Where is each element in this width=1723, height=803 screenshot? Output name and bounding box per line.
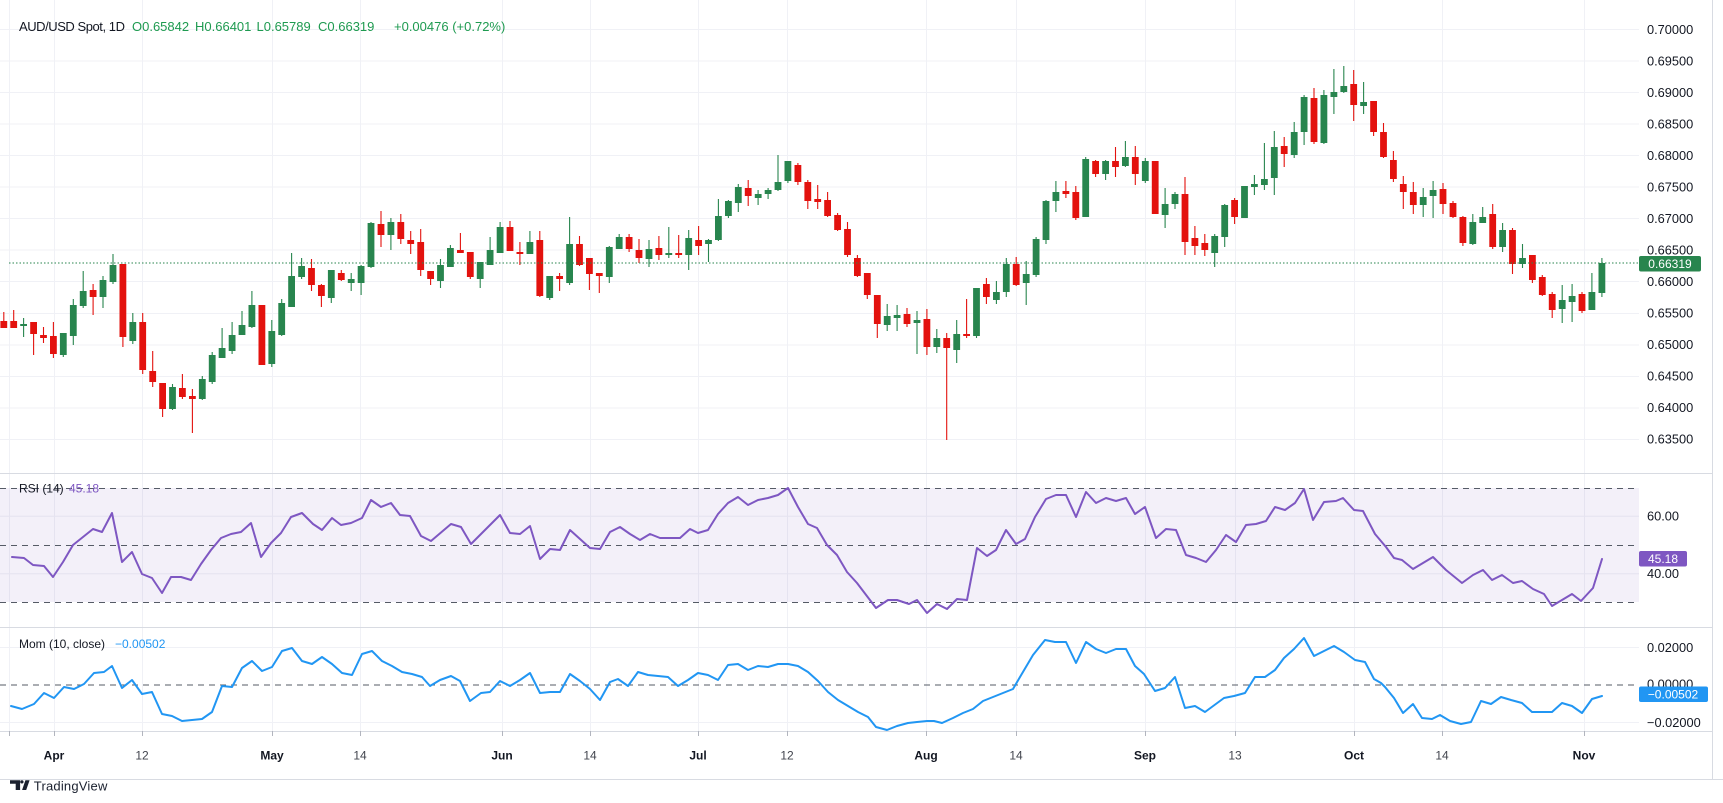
- svg-text:0.68500: 0.68500: [1647, 116, 1693, 131]
- svg-text:0.63500: 0.63500: [1647, 432, 1693, 447]
- svg-text:Jul: Jul: [689, 749, 706, 763]
- svg-text:Mom (10, close): Mom (10, close): [19, 637, 105, 651]
- svg-text:0.70000: 0.70000: [1647, 22, 1693, 37]
- svg-text:45.18: 45.18: [1648, 552, 1678, 566]
- svg-text:14: 14: [1435, 749, 1449, 763]
- svg-text:14: 14: [583, 749, 597, 763]
- svg-text:13: 13: [1228, 749, 1242, 763]
- svg-text:12: 12: [780, 749, 794, 763]
- svg-text:May: May: [260, 749, 284, 763]
- svg-text:AUD/USD Spot, 1D: AUD/USD Spot, 1D: [19, 19, 125, 34]
- svg-text:C0.66319: C0.66319: [318, 19, 374, 34]
- svg-text:0.67500: 0.67500: [1647, 179, 1693, 194]
- svg-text:0.64000: 0.64000: [1647, 400, 1693, 415]
- svg-text:0.02000: 0.02000: [1647, 640, 1693, 655]
- svg-text:0.68000: 0.68000: [1647, 148, 1693, 163]
- svg-text:Apr: Apr: [44, 749, 65, 763]
- svg-text:0.65000: 0.65000: [1647, 337, 1693, 352]
- svg-text:Sep: Sep: [1134, 749, 1156, 763]
- svg-text:H0.66401: H0.66401: [195, 19, 251, 34]
- svg-text:−0.02000: −0.02000: [1647, 715, 1701, 730]
- svg-text:0.66500: 0.66500: [1647, 243, 1693, 258]
- svg-text:40.00: 40.00: [1647, 566, 1679, 581]
- svg-text:RSI (14): RSI (14): [19, 482, 64, 496]
- svg-text:Oct: Oct: [1344, 749, 1364, 763]
- svg-text:Nov: Nov: [1573, 749, 1596, 763]
- svg-text:0.67000: 0.67000: [1647, 211, 1693, 226]
- svg-text:60.00: 60.00: [1647, 509, 1679, 524]
- svg-text:−0.00502: −0.00502: [1648, 687, 1699, 701]
- svg-text:L0.65789: L0.65789: [257, 19, 311, 34]
- svg-text:45.18: 45.18: [69, 482, 99, 496]
- svg-text:0.64500: 0.64500: [1647, 369, 1693, 384]
- svg-text:0.69500: 0.69500: [1647, 53, 1693, 68]
- svg-text:−0.00502: −0.00502: [115, 637, 166, 651]
- svg-text:14: 14: [1009, 749, 1023, 763]
- svg-text:Aug: Aug: [914, 749, 937, 763]
- svg-text:12: 12: [135, 749, 149, 763]
- svg-text:TradingView: TradingView: [34, 778, 108, 793]
- svg-text:+0.00476 (+0.72%): +0.00476 (+0.72%): [394, 19, 505, 34]
- svg-text:0.69000: 0.69000: [1647, 85, 1693, 100]
- svg-text:0.66319: 0.66319: [1648, 257, 1692, 271]
- svg-text:O0.65842: O0.65842: [132, 19, 189, 34]
- svg-text:0.66000: 0.66000: [1647, 274, 1693, 289]
- svg-text:Jun: Jun: [491, 749, 512, 763]
- svg-text:0.65500: 0.65500: [1647, 306, 1693, 321]
- svg-text:14: 14: [353, 749, 367, 763]
